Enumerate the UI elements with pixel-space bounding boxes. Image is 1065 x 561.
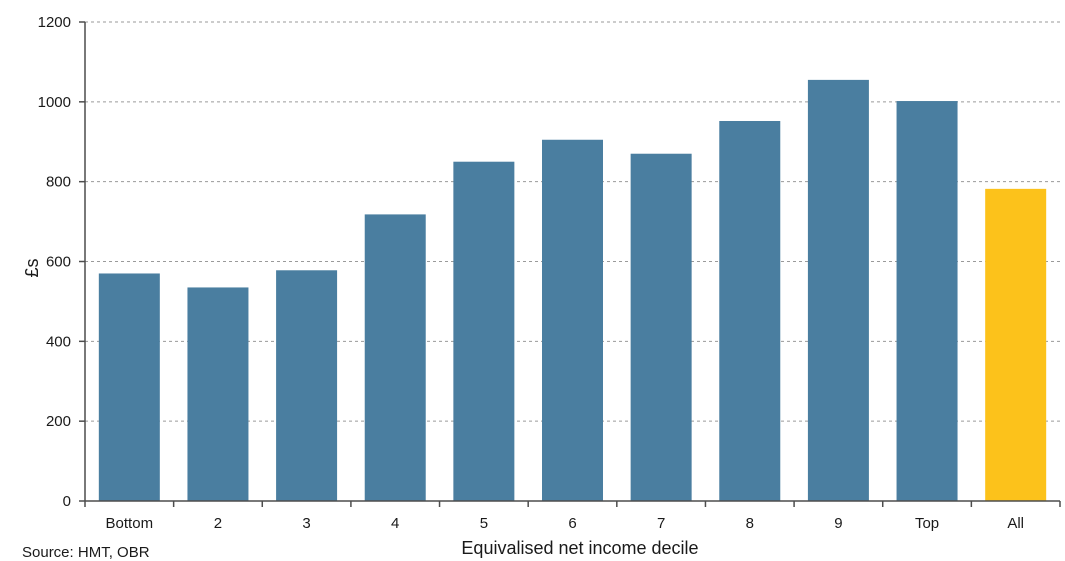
y-axis-title: £s xyxy=(22,258,42,277)
bar-bottom xyxy=(98,273,160,501)
y-tick-label: 200 xyxy=(46,413,71,430)
x-axis-title: Equivalised net income decile xyxy=(461,538,698,558)
bar-3 xyxy=(276,270,338,501)
bar-7 xyxy=(630,153,692,501)
bar-top xyxy=(896,101,958,501)
y-tick-label: 1200 xyxy=(38,14,71,31)
y-tick-label: 1000 xyxy=(38,94,71,111)
bar-4 xyxy=(364,214,426,502)
bars xyxy=(98,79,1047,502)
x-tick-label: Bottom xyxy=(106,515,154,532)
axes xyxy=(79,21,1061,507)
y-tick-label: 400 xyxy=(46,333,71,350)
x-tick-label: 2 xyxy=(214,515,222,532)
x-tick-label: 8 xyxy=(746,515,754,532)
x-tick-label: Top xyxy=(915,515,939,532)
x-tick-label: 7 xyxy=(657,515,665,532)
y-tick-label: 800 xyxy=(46,174,71,191)
source-note: Source: HMT, OBR xyxy=(22,544,150,561)
tick-labels: 0 200 400 600 800 1000 1200 Bottom 2 3 4 5 6 7 8 9 Top Al… xyxy=(38,14,1024,532)
x-tick-label: 3 xyxy=(302,515,310,532)
bar-all xyxy=(985,188,1047,501)
y-tick-label: 0 xyxy=(63,493,71,510)
bar-2 xyxy=(187,287,249,501)
x-tick-label: 5 xyxy=(480,515,488,532)
y-tick-label: 600 xyxy=(46,254,71,271)
x-tick-label: 9 xyxy=(834,515,842,532)
x-tick-label: All xyxy=(1007,515,1024,532)
bar-8 xyxy=(719,120,781,501)
bar-6 xyxy=(542,139,603,502)
bar-9 xyxy=(807,79,869,502)
x-tick-label: 6 xyxy=(568,515,576,532)
x-tick-label: 4 xyxy=(391,515,399,532)
bar-5 xyxy=(453,161,515,502)
